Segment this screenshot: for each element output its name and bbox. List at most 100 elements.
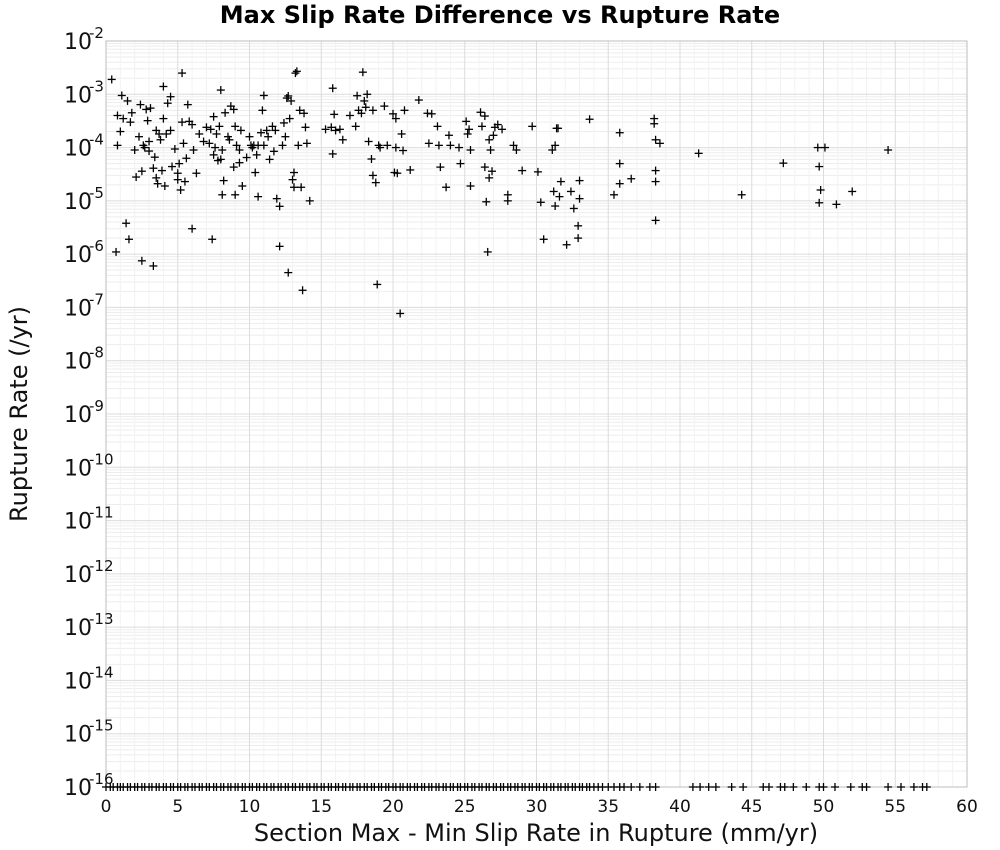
data-point	[480, 163, 489, 172]
svg-text:10: 10	[64, 776, 92, 801]
data-point	[215, 122, 224, 131]
data-point	[170, 145, 179, 154]
data-point	[518, 166, 527, 175]
data-point	[289, 183, 298, 192]
data-point	[117, 91, 126, 100]
data-point	[485, 135, 494, 144]
data-point	[396, 309, 405, 318]
data-point	[485, 173, 494, 182]
data-point	[694, 149, 703, 158]
data-point	[188, 120, 197, 129]
y-tick-label: 10-15	[64, 717, 114, 748]
svg-text:-10: -10	[89, 450, 114, 468]
data-point	[206, 125, 215, 134]
data-point	[140, 143, 149, 152]
data-point	[383, 141, 392, 150]
data-point	[149, 261, 158, 270]
data-point	[262, 126, 271, 135]
data-point	[150, 153, 159, 162]
data-point	[218, 190, 227, 199]
data-point	[566, 187, 575, 196]
svg-text:-5: -5	[89, 184, 104, 202]
data-point	[168, 162, 177, 171]
data-point	[281, 132, 290, 141]
x-tick-label: 30	[526, 797, 548, 817]
data-point	[328, 84, 337, 93]
data-point	[512, 146, 521, 155]
data-point	[219, 176, 228, 185]
svg-text:-2: -2	[89, 24, 104, 42]
data-point	[399, 146, 408, 155]
data-point	[145, 137, 154, 146]
floor-data-point	[711, 783, 720, 791]
data-point	[252, 150, 261, 159]
data-point	[137, 256, 146, 265]
data-point	[615, 159, 624, 168]
svg-text:10: 10	[64, 30, 92, 55]
data-point	[180, 177, 189, 186]
data-point	[436, 163, 445, 172]
data-point	[456, 159, 465, 168]
data-point	[268, 122, 277, 131]
data-point	[216, 155, 225, 164]
data-point	[427, 109, 436, 118]
data-point	[258, 106, 267, 115]
x-tick-label: 5	[172, 797, 183, 817]
svg-text:10: 10	[64, 723, 92, 748]
data-point	[615, 128, 624, 137]
svg-text:-12: -12	[89, 557, 114, 575]
data-point	[465, 125, 474, 134]
data-point	[189, 146, 198, 155]
data-point	[615, 179, 624, 188]
data-point	[815, 162, 824, 171]
data-point	[816, 185, 825, 194]
floor-data-point	[651, 783, 660, 791]
data-point	[358, 68, 367, 77]
data-point	[271, 126, 280, 135]
floor-data-point	[620, 783, 629, 791]
data-point	[574, 234, 583, 243]
data-point	[153, 179, 162, 188]
svg-text:-4: -4	[89, 131, 104, 149]
data-point	[209, 112, 218, 121]
data-point	[345, 111, 354, 120]
data-point	[179, 139, 188, 148]
data-point	[368, 106, 377, 115]
data-point	[107, 75, 116, 84]
data-point	[389, 109, 397, 118]
data-point	[112, 247, 121, 256]
floor-data-point	[862, 783, 871, 791]
data-point	[192, 169, 201, 178]
data-point	[486, 146, 495, 155]
data-point	[287, 96, 296, 105]
data-point	[548, 146, 557, 155]
data-point	[434, 141, 443, 150]
y-tick-label: 10-6	[64, 237, 104, 268]
svg-text:-7: -7	[89, 290, 104, 308]
data-point	[160, 182, 169, 191]
data-point	[562, 240, 571, 249]
floor-data-point	[704, 783, 713, 791]
data-point	[554, 124, 563, 133]
data-point	[205, 139, 214, 148]
data-point	[498, 125, 507, 134]
data-point	[655, 139, 664, 148]
data-point	[235, 146, 244, 155]
data-point	[651, 166, 660, 175]
floor-data-point	[635, 783, 644, 791]
data-point	[178, 69, 187, 78]
floor-data-points	[102, 783, 931, 791]
data-point	[122, 219, 131, 228]
floor-data-point	[896, 783, 905, 791]
data-point	[455, 143, 464, 152]
data-point	[433, 122, 442, 131]
y-tick-label: 10-14	[64, 663, 114, 694]
data-point	[166, 92, 175, 101]
data-point	[483, 247, 492, 256]
data-point	[338, 135, 347, 144]
svg-text:-15: -15	[89, 717, 114, 735]
data-point	[380, 102, 389, 111]
data-point	[176, 185, 185, 194]
data-point	[157, 166, 166, 175]
